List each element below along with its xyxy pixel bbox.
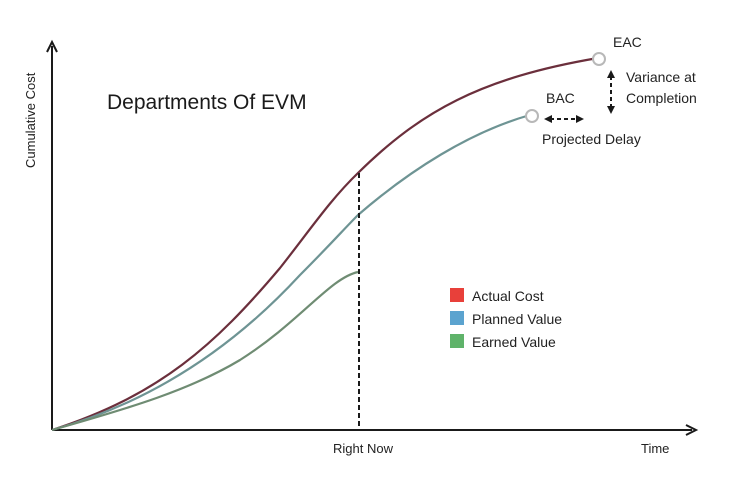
y-axis-arrow-icon: [46, 39, 58, 53]
legend: Actual Cost Planned Value Earned Value: [450, 288, 562, 350]
y-axis-label: Cumulative Cost: [23, 72, 38, 168]
legend-label-earned-value: Earned Value: [472, 334, 556, 350]
x-axis-arrow-icon: [685, 424, 699, 436]
projected-delay-arrow-left-icon: [544, 115, 552, 123]
legend-item-actual-cost: Actual Cost: [450, 288, 544, 304]
variance-label-line2: Completion: [626, 90, 697, 106]
legend-item-earned-value: Earned Value: [450, 334, 556, 350]
bac-marker-icon: [525, 109, 539, 123]
planned-value-curve: [51, 113, 531, 432]
legend-label-planned-value: Planned Value: [472, 311, 562, 327]
variance-arrow-top-icon: [607, 70, 615, 78]
eac-label: EAC: [613, 34, 642, 50]
bac-label: BAC: [546, 90, 575, 106]
projected-delay-label: Projected Delay: [542, 131, 641, 147]
variance-label-line1: Variance at: [626, 69, 696, 85]
diagram-title: Departments Of EVM: [107, 91, 307, 114]
legend-swatch-earned-value: [450, 334, 464, 348]
eac-marker-icon: [592, 52, 606, 66]
legend-swatch-actual-cost: [450, 288, 464, 302]
projected-delay-arrow-right-icon: [576, 115, 584, 123]
variance-arrow-bottom-icon: [607, 106, 615, 114]
legend-swatch-planned-value: [450, 311, 464, 325]
legend-item-planned-value: Planned Value: [450, 311, 562, 327]
legend-label-actual-cost: Actual Cost: [472, 288, 544, 304]
earned-value-curve: [51, 270, 359, 432]
right-now-label: Right Now: [333, 441, 394, 456]
x-axis-label: Time: [641, 441, 669, 456]
actual-cost-curve: [51, 56, 599, 432]
